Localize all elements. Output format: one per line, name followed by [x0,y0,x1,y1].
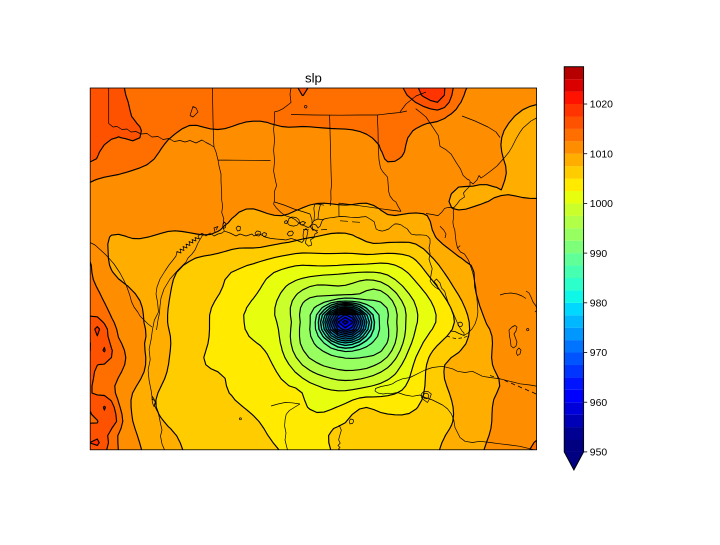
svg-text:1020: 1020 [590,100,613,111]
svg-text:slp: slp [305,70,322,85]
svg-text:970: 970 [590,348,608,359]
svg-text:960: 960 [590,398,608,409]
svg-text:1000: 1000 [590,199,613,210]
svg-text:950: 950 [590,448,608,459]
svg-text:1010: 1010 [590,149,613,160]
svg-text:990: 990 [590,249,608,260]
svg-text:980: 980 [590,299,608,310]
